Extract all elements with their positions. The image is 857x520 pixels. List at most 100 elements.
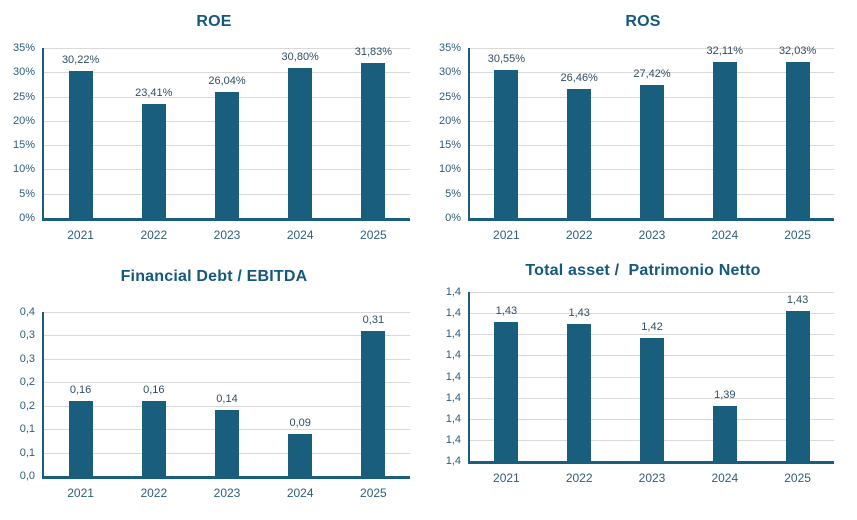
chart-total-asset-patrimonio-netto: Total asset / Patrimonio Netto 1,4 1,4 1,4…	[429, 258, 857, 520]
bar-2021	[68, 71, 93, 218]
gridline	[44, 48, 410, 49]
y-axis-tick-label: 0,2	[19, 376, 35, 389]
y-axis-tick-label: 1,4	[445, 307, 461, 320]
bar-2021	[494, 69, 519, 218]
y-axis-tick-label: 0,0	[19, 470, 35, 482]
y-axis-tick-label: 0,3	[19, 329, 35, 342]
bar-2022	[567, 89, 592, 218]
data-label-2023: 26,04%	[208, 74, 246, 87]
y-axis-tick-label: 1,4	[445, 370, 461, 383]
y-axis-tick-label: 15%	[12, 139, 35, 152]
x-axis-label-2021: 2021	[493, 228, 520, 242]
data-label-2021: 30,22%	[61, 54, 100, 67]
data-label-2021: 0,16	[69, 384, 92, 397]
y-axis-tick-label: 0,3	[19, 352, 35, 365]
gridline	[470, 48, 834, 49]
bar-2022	[141, 401, 166, 476]
chart-roe: ROE 0% 5% 10% 15% 20% 25% 30% 35% 30,22% 2021 23,4…	[0, 0, 428, 258]
y-axis-tick-label: 1,4	[445, 286, 461, 298]
x-axis-label-2024: 2024	[286, 486, 314, 500]
x-axis-label-2021: 2021	[493, 471, 520, 485]
y-axis-tick-label: 1,4	[445, 349, 461, 362]
y-axis-tick-label: 0,4	[19, 306, 35, 318]
plot-area: 0,0 0,1 0,1 0,2 0,2 0,3 0,3 0,4 0,16 2021 0,16 2022…	[20, 306, 410, 500]
gridline	[44, 405, 410, 407]
x-axis-label-2023: 2023	[638, 228, 666, 242]
plot-area: 0% 5% 10% 15% 20% 25% 30% 35% 30,22% 2021 23,41% 20…	[13, 42, 410, 242]
data-label-2024: 30,80%	[281, 51, 319, 64]
data-label-2023: 1,42	[641, 321, 663, 334]
bar-2024	[288, 433, 313, 476]
y-axis-tick-label: 25%	[438, 90, 461, 103]
y-axis-tick-label: 0%	[445, 212, 461, 224]
y-axis-tick-label: 0,1	[19, 446, 35, 459]
plot-area: 1,4 1,4 1,4 1,4 1,4 1,4 1,4 1,4 1,4 1,43 2021 1,43 2…	[446, 286, 834, 485]
y-axis-tick-label: 1,4	[445, 391, 461, 404]
x-axis-label-2023: 2023	[213, 486, 241, 500]
chart-ros: ROS 0% 5% 10% 15% 20% 25% 30% 35% 30,55% 2021 26,4…	[429, 0, 857, 258]
gridline	[470, 313, 834, 315]
y-axis-tick-label: 1,4	[445, 412, 461, 425]
bar-2021	[68, 401, 93, 476]
x-axis-label-2021: 2021	[67, 228, 94, 242]
x-axis-label-2025: 2025	[784, 228, 811, 242]
x-axis-label-2021: 2021	[67, 486, 94, 500]
bar-2023	[640, 338, 664, 461]
chart-title: Financial Debt / EBITDA	[120, 268, 308, 285]
x-axis-label-2022: 2022	[565, 471, 593, 485]
gridline	[470, 72, 834, 74]
bar-2025	[361, 63, 386, 218]
bar-2024	[712, 62, 737, 218]
gridline	[44, 382, 410, 384]
x-axis-label-2025: 2025	[360, 486, 387, 500]
y-axis-tick-label: 15%	[438, 139, 461, 152]
data-label-2024: 32,11%	[706, 45, 744, 58]
bar-2022	[141, 104, 166, 218]
y-axis-tick-label: 5%	[19, 187, 35, 200]
bar-2022	[567, 323, 592, 461]
y-axis-tick-label: 35%	[438, 42, 461, 54]
bar-2025	[785, 311, 810, 461]
gridline	[470, 334, 834, 336]
data-label-2022: 23,41%	[135, 87, 173, 100]
chart-title: ROS	[625, 13, 661, 30]
y-axis-tick-label: 0,2	[19, 399, 35, 412]
y-axis-tick-label: 0,1	[19, 423, 35, 436]
x-axis-label-2022: 2022	[140, 486, 168, 500]
data-label-2025: 32,03%	[778, 45, 817, 58]
bar-2023	[640, 84, 664, 218]
gridline	[470, 292, 834, 293]
data-label-2025: 0,31	[362, 313, 385, 326]
data-label-2021: 1,43	[495, 304, 518, 317]
gridline	[44, 335, 410, 337]
y-axis-tick-label: 30%	[12, 66, 35, 79]
bar-2025	[785, 62, 810, 218]
x-axis-label-2022: 2022	[565, 228, 593, 242]
y-axis-tick-label: 35%	[12, 42, 35, 54]
x-axis-label-2022: 2022	[140, 228, 168, 242]
x-axis-label-2024: 2024	[711, 471, 739, 485]
data-label-2021: 30,55%	[487, 52, 526, 65]
chart-title: Total asset / Patrimonio Netto	[525, 262, 761, 279]
y-axis-tick-label: 25%	[12, 90, 35, 103]
data-label-2023: 0,14	[216, 393, 238, 406]
y-axis-tick-label: 1,4	[445, 328, 461, 341]
bar-2025	[361, 330, 386, 476]
x-axis-label-2024: 2024	[286, 228, 314, 242]
x-axis-label-2025: 2025	[360, 228, 387, 242]
data-label-2022: 1,43	[568, 306, 590, 319]
bar-2023	[215, 410, 239, 476]
gridline	[44, 72, 410, 74]
y-axis-tick-label: 30%	[438, 66, 461, 79]
chart-financial-debt-ebitda: Financial Debt / EBITDA 0,0 0,1 0,1 0,2 0,2 0…	[0, 258, 428, 520]
plot-area: 0% 5% 10% 15% 20% 25% 30% 35% 30,55% 2021 26,46% 20…	[439, 42, 834, 242]
data-label-2022: 0,16	[143, 384, 165, 397]
data-label-2025: 1,43	[786, 294, 809, 307]
data-label-2023: 27,42%	[633, 67, 671, 80]
y-axis-tick-label: 10%	[12, 163, 35, 176]
bar-2024	[288, 68, 313, 218]
bar-2023	[215, 91, 239, 218]
y-axis-tick-label: 20%	[12, 114, 35, 127]
bar-2024	[712, 406, 737, 461]
